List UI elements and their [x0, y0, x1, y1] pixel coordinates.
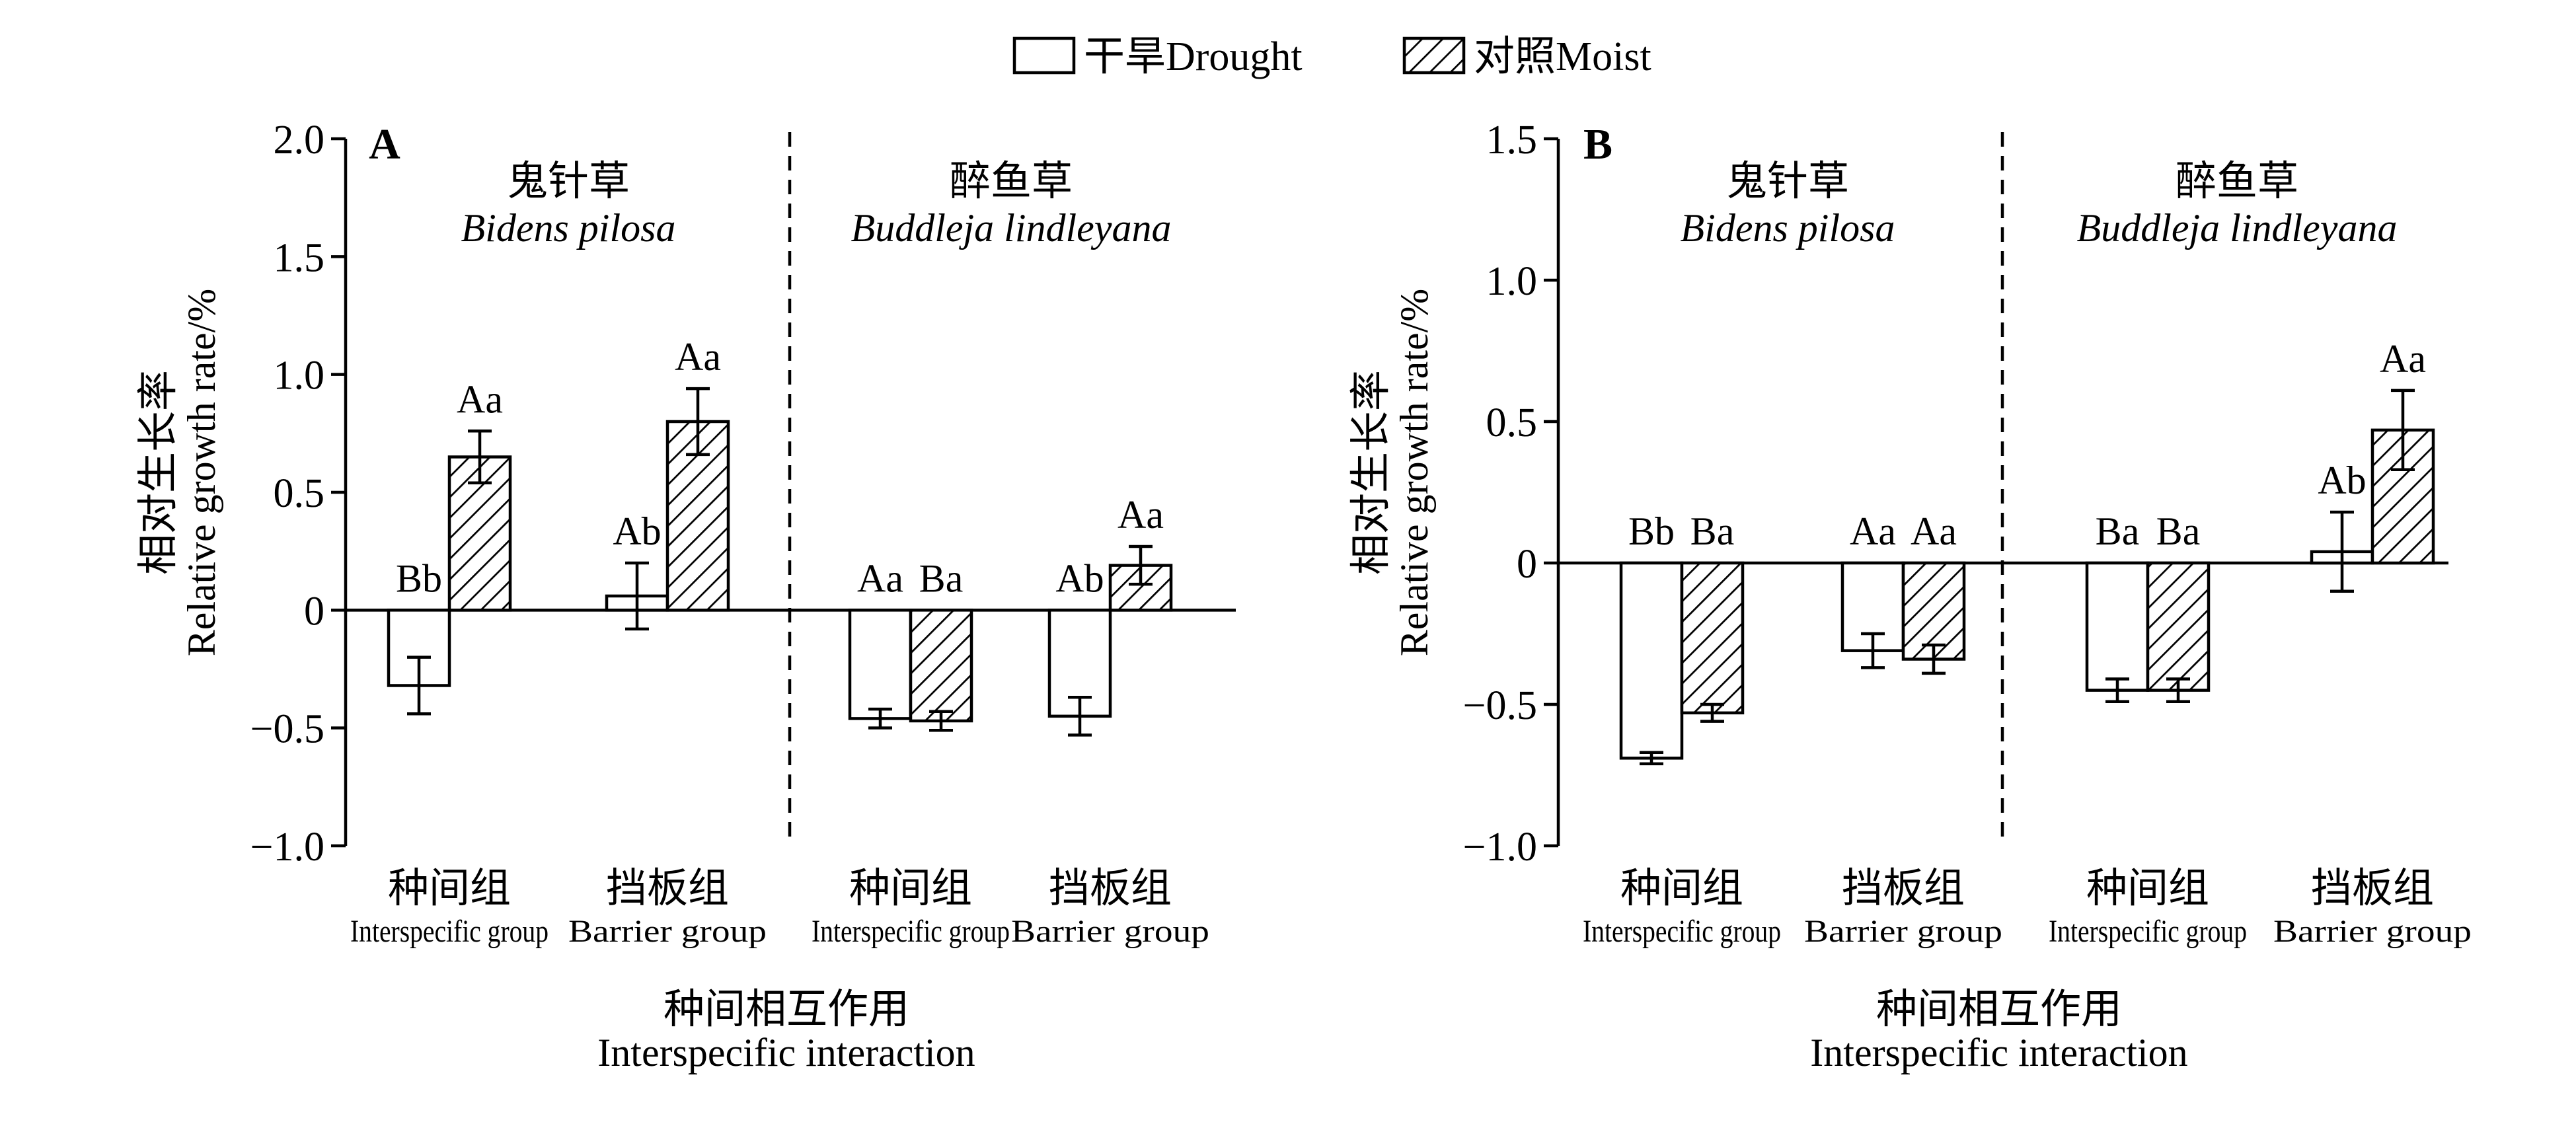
bar-moist [2146, 561, 2211, 692]
x-axis-label-en: Interspecific interaction [597, 1031, 975, 1074]
group-label-en: Interspecific group [812, 914, 1010, 949]
bar-moist [1901, 561, 1966, 661]
y-tick-label: 2.0 [274, 118, 325, 163]
species-name-en: Buddleja lindleyana [2077, 206, 2398, 250]
group-label-cn: 种间组 [2086, 866, 2209, 911]
legend-swatch-drought [1012, 36, 1076, 75]
significance-letter-moist: Aa [457, 377, 503, 421]
significance-letter-drought: Ba [2096, 509, 2140, 553]
y-tick-label: 1.0 [1486, 259, 1538, 304]
group-label-en: Barrier group [1011, 914, 1209, 949]
panel-label: B [1583, 120, 1612, 169]
group-label-en: Interspecific group [1583, 914, 1781, 949]
bar-moist [1680, 561, 1745, 715]
x-axis-label-en: Interspecific interaction [1810, 1031, 2187, 1074]
group-label-cn: 种间组 [1620, 866, 1743, 911]
y-tick-label: −1.0 [1463, 825, 1537, 870]
y-tick-label: 0 [304, 589, 324, 634]
y-tick-label: 0.5 [274, 471, 325, 516]
species-name-cn: 醉鱼草 [2176, 159, 2298, 204]
y-tick-label: −0.5 [250, 707, 324, 752]
significance-letter-drought: Ab [2318, 459, 2366, 502]
bar-moist [909, 609, 973, 723]
y-tick-label: 1.5 [274, 235, 325, 280]
species-name-cn: 鬼针草 [507, 159, 630, 204]
bar-moist [665, 420, 730, 612]
species-name-cn: 醉鱼草 [950, 159, 1073, 204]
panel-label: A [369, 120, 400, 169]
y-tick-label: 1.5 [1486, 118, 1538, 163]
significance-letter-moist: Ba [919, 556, 964, 600]
legend-label-moist: 对照Moist [1474, 34, 1651, 79]
y-axis-label-cn: 相对生长率 [1349, 370, 1394, 575]
legend-label-drought: 干旱Drought [1084, 34, 1303, 79]
group-label-cn: 挡板组 [1049, 866, 1172, 911]
y-tick-label: 0 [1517, 542, 1537, 587]
group-label-cn: 挡板组 [1842, 866, 1965, 911]
x-axis-label-cn: 种间相互作用 [663, 987, 909, 1032]
significance-letter-drought: Aa [1850, 509, 1896, 553]
legend: 干旱Drought 对照Moist [1012, 34, 1651, 79]
significance-letter-drought: Bb [396, 556, 442, 600]
significance-letter-drought: Ab [613, 509, 661, 553]
group-label-en: Interspecific group [350, 914, 549, 949]
group-label-en: Interspecific group [2049, 914, 2247, 949]
significance-letter-moist: Ba [2156, 509, 2201, 553]
significance-letter-drought: Ab [1055, 556, 1104, 600]
species-name-en: Buddleja lindleyana [851, 206, 1172, 250]
legend-swatch-moist [1402, 36, 1466, 75]
significance-letter-moist: Aa [1118, 493, 1164, 537]
y-axis-label-en: Relative growth rate/% [180, 289, 223, 656]
significance-letter-drought: Bb [1628, 509, 1675, 553]
y-tick-label: 1.0 [274, 354, 325, 398]
y-tick-label: −0.5 [1463, 683, 1537, 728]
group-label-en: Barrier group [1804, 914, 2002, 949]
significance-letter-moist: Ba [1690, 509, 1735, 553]
species-name-cn: 鬼针草 [1726, 159, 1849, 204]
significance-letter-moist: Aa [675, 335, 721, 379]
species-name-en: Bidens pilosa [461, 206, 676, 250]
bar-drought [1619, 561, 1684, 760]
y-tick-label: −1.0 [250, 825, 324, 870]
group-label-cn: 种间组 [388, 866, 511, 911]
group-label-cn: 种间组 [849, 866, 972, 911]
bar-moist [447, 455, 512, 612]
significance-letter-moist: Aa [1911, 509, 1957, 553]
x-axis-label-cn: 种间相互作用 [1876, 987, 2122, 1032]
y-tick-label: 0.5 [1486, 400, 1538, 445]
y-axis-label-en: Relative growth rate/% [1392, 289, 1436, 656]
significance-letter-moist: Aa [2380, 337, 2426, 381]
group-label-en: Barrier group [568, 914, 767, 949]
bar-drought [848, 609, 913, 720]
bar-drought [2085, 561, 2150, 692]
group-label-cn: 挡板组 [606, 866, 729, 911]
species-name-en: Bidens pilosa [1681, 206, 1895, 250]
group-label-cn: 挡板组 [2311, 866, 2434, 911]
significance-letter-drought: Aa [857, 556, 903, 600]
group-label-en: Barrier group [2273, 914, 2472, 949]
y-axis-label-cn: 相对生长率 [136, 370, 181, 575]
